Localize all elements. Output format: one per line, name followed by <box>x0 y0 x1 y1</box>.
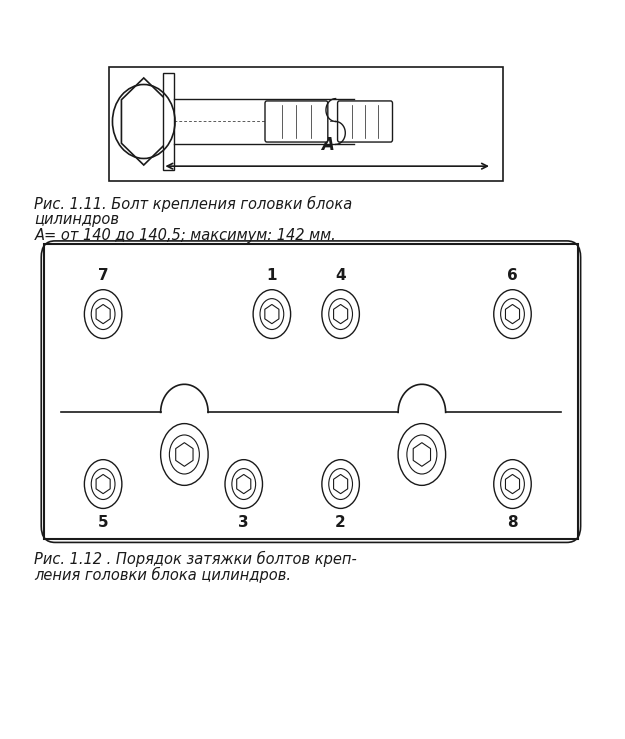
Text: 6: 6 <box>507 268 518 283</box>
Polygon shape <box>121 78 166 165</box>
Ellipse shape <box>322 460 359 508</box>
Text: ления головки блока цилиндров.: ления головки блока цилиндров. <box>34 567 291 583</box>
Ellipse shape <box>329 299 352 330</box>
Bar <box>44 244 578 539</box>
Text: 7: 7 <box>98 268 109 283</box>
Ellipse shape <box>260 299 284 330</box>
Text: Рис. 1.12 . Порядок затяжки болтов креп-: Рис. 1.12 . Порядок затяжки болтов креп- <box>34 551 357 567</box>
Polygon shape <box>334 474 348 494</box>
Ellipse shape <box>494 290 531 338</box>
Ellipse shape <box>84 460 122 508</box>
Ellipse shape <box>253 290 291 338</box>
Polygon shape <box>176 443 193 466</box>
FancyBboxPatch shape <box>265 101 328 142</box>
Ellipse shape <box>322 290 359 338</box>
Text: 3: 3 <box>239 515 249 530</box>
Text: цилиндров: цилиндров <box>34 212 119 227</box>
Ellipse shape <box>398 423 446 486</box>
Text: 8: 8 <box>508 515 518 530</box>
Polygon shape <box>334 304 348 324</box>
Ellipse shape <box>494 460 531 508</box>
Ellipse shape <box>232 469 256 500</box>
Text: 5: 5 <box>98 515 109 530</box>
Bar <box>109 67 503 181</box>
FancyBboxPatch shape <box>338 101 392 142</box>
Ellipse shape <box>91 299 115 330</box>
Ellipse shape <box>407 435 437 474</box>
Text: А= от 140 до 140,5; максимум: 142 мм.: А= от 140 до 140,5; максимум: 142 мм. <box>34 228 336 243</box>
Polygon shape <box>413 443 431 466</box>
Text: 2: 2 <box>335 515 346 530</box>
Ellipse shape <box>501 469 524 500</box>
Text: 1: 1 <box>267 268 277 283</box>
Polygon shape <box>265 304 279 324</box>
Ellipse shape <box>161 423 208 486</box>
Ellipse shape <box>501 299 524 330</box>
Text: 4: 4 <box>335 268 346 283</box>
Polygon shape <box>506 474 519 494</box>
Ellipse shape <box>84 290 122 338</box>
Ellipse shape <box>169 435 199 474</box>
Ellipse shape <box>329 469 352 500</box>
Text: А: А <box>321 136 334 154</box>
Polygon shape <box>506 304 519 324</box>
Text: Рис. 1.11. Болт крепления головки блока: Рис. 1.11. Болт крепления головки блока <box>34 196 352 212</box>
Ellipse shape <box>91 469 115 500</box>
Polygon shape <box>96 304 110 324</box>
Bar <box>162 73 174 169</box>
Ellipse shape <box>225 460 262 508</box>
Polygon shape <box>96 474 110 494</box>
Polygon shape <box>237 474 251 494</box>
